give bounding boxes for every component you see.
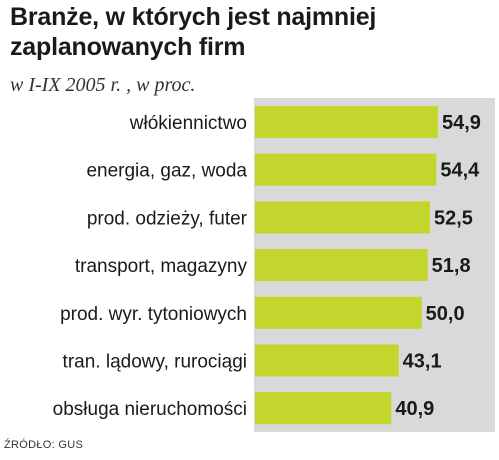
category-label: prod. odzieży, futer xyxy=(87,208,248,229)
bar xyxy=(255,249,428,282)
value-labels: 54,9 54,4 52,5 51,8 50,0 43,1 40,9 xyxy=(395,112,481,420)
bar xyxy=(255,106,438,138)
category-label: obsługa nieruchomości xyxy=(53,399,247,420)
category-label: energia, gaz, woda xyxy=(86,161,247,182)
source-note: ŹRÓDŁO: GUS xyxy=(4,439,84,451)
value-label: 40,9 xyxy=(395,398,434,420)
value-label: 52,5 xyxy=(434,207,473,229)
category-label: prod. wyr. tytoniowych xyxy=(60,304,247,325)
value-label: 50,0 xyxy=(426,303,465,325)
value-label: 54,4 xyxy=(440,160,480,182)
category-label: tran. lądowy, rurociągi xyxy=(63,352,247,373)
category-label: włókiennictwo xyxy=(129,113,247,134)
bar xyxy=(255,153,437,186)
bar xyxy=(255,392,392,425)
value-label: 51,8 xyxy=(432,255,471,277)
chart-title: Branże, w których jest najmniej zaplanow… xyxy=(10,3,377,61)
chart-subtitle: w I-IX 2005 r. , w proc. xyxy=(10,74,196,96)
category-labels: włókiennictwo energia, gaz, woda prod. odz… xyxy=(53,113,248,420)
bar xyxy=(255,201,430,234)
bars-layer xyxy=(255,106,438,425)
bar xyxy=(255,296,422,329)
category-label: transport, magazyny xyxy=(75,256,248,277)
value-label: 43,1 xyxy=(403,351,442,373)
value-label: 54,9 xyxy=(442,112,481,134)
bar xyxy=(255,344,399,377)
